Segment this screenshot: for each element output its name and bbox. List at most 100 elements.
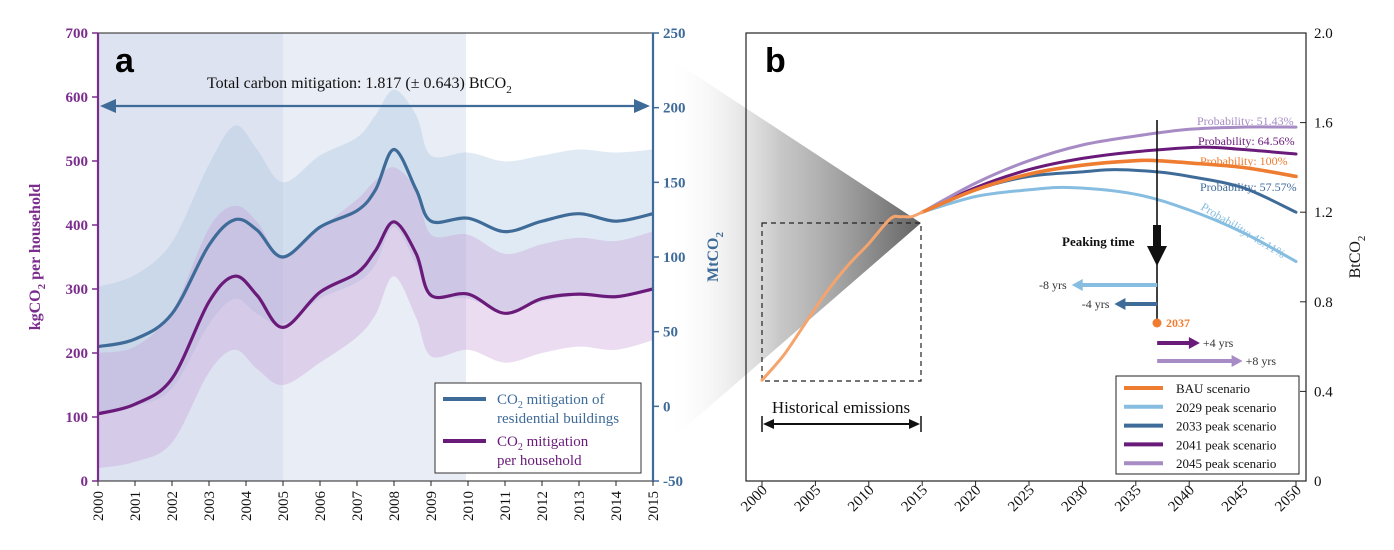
peak-point-2037 xyxy=(1152,318,1162,328)
b-x-tick-label: 2050 xyxy=(1272,483,1305,516)
a-x-tick-label: 2011 xyxy=(498,491,514,520)
right-tick-label: 0 xyxy=(663,399,671,415)
left-tick-label: 500 xyxy=(66,154,89,170)
a-x-tick-label: 2005 xyxy=(276,491,292,521)
b-x-tick-label: 2020 xyxy=(952,483,985,516)
bau-scenario-line xyxy=(920,158,1298,214)
b-y-tick-label: 1.2 xyxy=(1314,205,1333,221)
legend-b-2041-label: 2041 peak scenario xyxy=(1176,437,1276,452)
b-x-tick-label: 2015 xyxy=(899,483,932,516)
zoom-connector xyxy=(665,55,921,445)
2041-scenario-line xyxy=(920,145,1298,214)
a-x-tick-label: 2012 xyxy=(535,491,551,521)
a-x-tick-label: 2006 xyxy=(313,491,329,522)
right-tick-label: 50 xyxy=(663,325,678,341)
legend-a-label-household-2: per household xyxy=(497,453,582,469)
peak-shift-arrowhead xyxy=(1231,355,1243,367)
probability-labels: Probability: 100% Probability: 45.11% Prob… xyxy=(1197,114,1297,261)
arrow-head-left xyxy=(100,99,116,113)
2045-probability-label: Probability: 51.43% xyxy=(1197,114,1294,128)
peak-year-label: 2037 xyxy=(1166,316,1190,330)
2033-probability-label: Probability: 57.57% xyxy=(1200,180,1297,194)
right-tick-label: 100 xyxy=(663,250,686,266)
arrow-head-right xyxy=(634,99,650,113)
buildings-mitigation-line xyxy=(98,147,653,349)
panel-b-frame xyxy=(745,32,1307,482)
total-mitigation-annotation: Total carbon mitigation: 1.817 (± 0.643)… xyxy=(207,75,512,96)
b-y-tick-label: 0 xyxy=(1314,474,1322,490)
b-y-tick-label: 1.6 xyxy=(1314,116,1333,132)
peak-shift-label: -4 yrs xyxy=(1082,297,1110,311)
2041-probability-label: Probability: 64.56% xyxy=(1198,134,1295,148)
right-tick-label: 150 xyxy=(663,175,686,191)
a-x-tick-label: 2003 xyxy=(202,491,218,521)
a-x-tick-label: 2013 xyxy=(572,491,588,521)
b-x-tick-label: 2030 xyxy=(1059,483,1092,516)
legend-b: BAU scenario 2029 peak scenario 2033 peak … xyxy=(1115,375,1300,475)
b-axis-label: BtCO2 xyxy=(1347,236,1368,279)
left-tick-label: 0 xyxy=(81,474,89,490)
a-x-tick-label: 2000 xyxy=(91,491,107,521)
left-tick-label: 700 xyxy=(66,26,89,42)
a-x-tick-label: 2009 xyxy=(424,491,440,521)
right-tick-label: 200 xyxy=(663,101,686,117)
peak-shift-arrowhead xyxy=(1188,337,1200,349)
peak-shift-arrowhead xyxy=(1071,279,1083,291)
historical-arrow-right xyxy=(909,419,920,429)
left-tick-label: 100 xyxy=(66,410,89,426)
a-x-tick-label: 2008 xyxy=(387,491,403,521)
b-x-tick-label: 2005 xyxy=(792,483,825,516)
historical-emissions-line xyxy=(760,210,924,382)
historical-label: Historical emissions xyxy=(772,398,910,417)
a-x-tick-label: 2014 xyxy=(609,491,625,522)
panel-b-label: b xyxy=(765,42,786,80)
legend-a: CO2 mitigation of residential buildings … xyxy=(434,382,642,474)
b-x-tick-label: 2035 xyxy=(1112,483,1145,516)
b-x-tick-label: 2045 xyxy=(1219,483,1252,516)
bau-probability-label: Probability: 100% xyxy=(1200,154,1288,168)
a-x-tick-label: 2007 xyxy=(350,491,366,522)
household-ci-band xyxy=(98,167,653,469)
peak-shift-label: -8 yrs xyxy=(1039,278,1067,292)
legend-b-2045-label: 2045 peak scenario xyxy=(1176,456,1276,471)
legend-b-bau-label: BAU scenario xyxy=(1176,381,1250,396)
right-axis-label: MtCO2 xyxy=(705,232,726,282)
left-tick-label: 300 xyxy=(66,282,89,298)
left-tick-label: 200 xyxy=(66,346,89,362)
b-x-tick-label: 2025 xyxy=(1005,483,1038,516)
peaking-time-label: Peaking time xyxy=(1062,234,1135,249)
a-x-tick-label: 2001 xyxy=(128,491,144,521)
legend-a-label-buildings-2: residential buildings xyxy=(497,411,619,427)
legend-a-label-household-1: CO2 mitigation xyxy=(497,434,589,453)
left-axis-label: kgCO2 per household xyxy=(27,184,48,331)
panel-a-label: a xyxy=(115,42,135,80)
household-mitigation-line xyxy=(98,220,653,416)
a-x-tick-label: 2010 xyxy=(461,491,477,521)
legend-b-2029-label: 2029 peak scenario xyxy=(1176,400,1276,415)
b-y-tick-label: 2.0 xyxy=(1314,26,1333,42)
right-tick-label: -50 xyxy=(663,474,683,490)
b-y-tick-label: 0.4 xyxy=(1314,384,1333,400)
a-x-tick-label: 2002 xyxy=(165,491,181,521)
peak-shift-label: +4 yrs xyxy=(1203,336,1234,350)
peaking-arrow-shaft xyxy=(1153,225,1161,247)
b-x-tick-label: 2000 xyxy=(738,483,771,516)
a-x-tick-label: 2015 xyxy=(646,491,662,521)
historical-arrow-left xyxy=(763,419,774,429)
peak-shift-label: +8 yrs xyxy=(1246,354,1277,368)
left-tick-label: 600 xyxy=(66,90,89,106)
historical-zoom-box xyxy=(761,222,922,382)
2045-scenario-line xyxy=(920,125,1298,214)
b-x-tick-label: 2040 xyxy=(1166,483,1199,516)
peak-shift-arrowhead xyxy=(1114,298,1126,310)
left-tick-label: 400 xyxy=(66,218,89,234)
b-y-tick-label: 0.8 xyxy=(1314,295,1333,311)
panel-a: 0 100 200 300 400 500 600 700 -50 0 50 100 150 200 250… xyxy=(27,26,726,521)
2029-probability-label: Probability: 45.11% xyxy=(1198,200,1288,262)
a-x-tick-label: 2004 xyxy=(239,491,255,522)
peaking-arrow-head xyxy=(1147,246,1167,266)
legend-b-2033-label: 2033 peak scenario xyxy=(1176,419,1276,434)
b-x-tick-label: 2010 xyxy=(845,483,878,516)
legend-a-label-buildings-1: CO2 mitigation of xyxy=(497,392,605,411)
